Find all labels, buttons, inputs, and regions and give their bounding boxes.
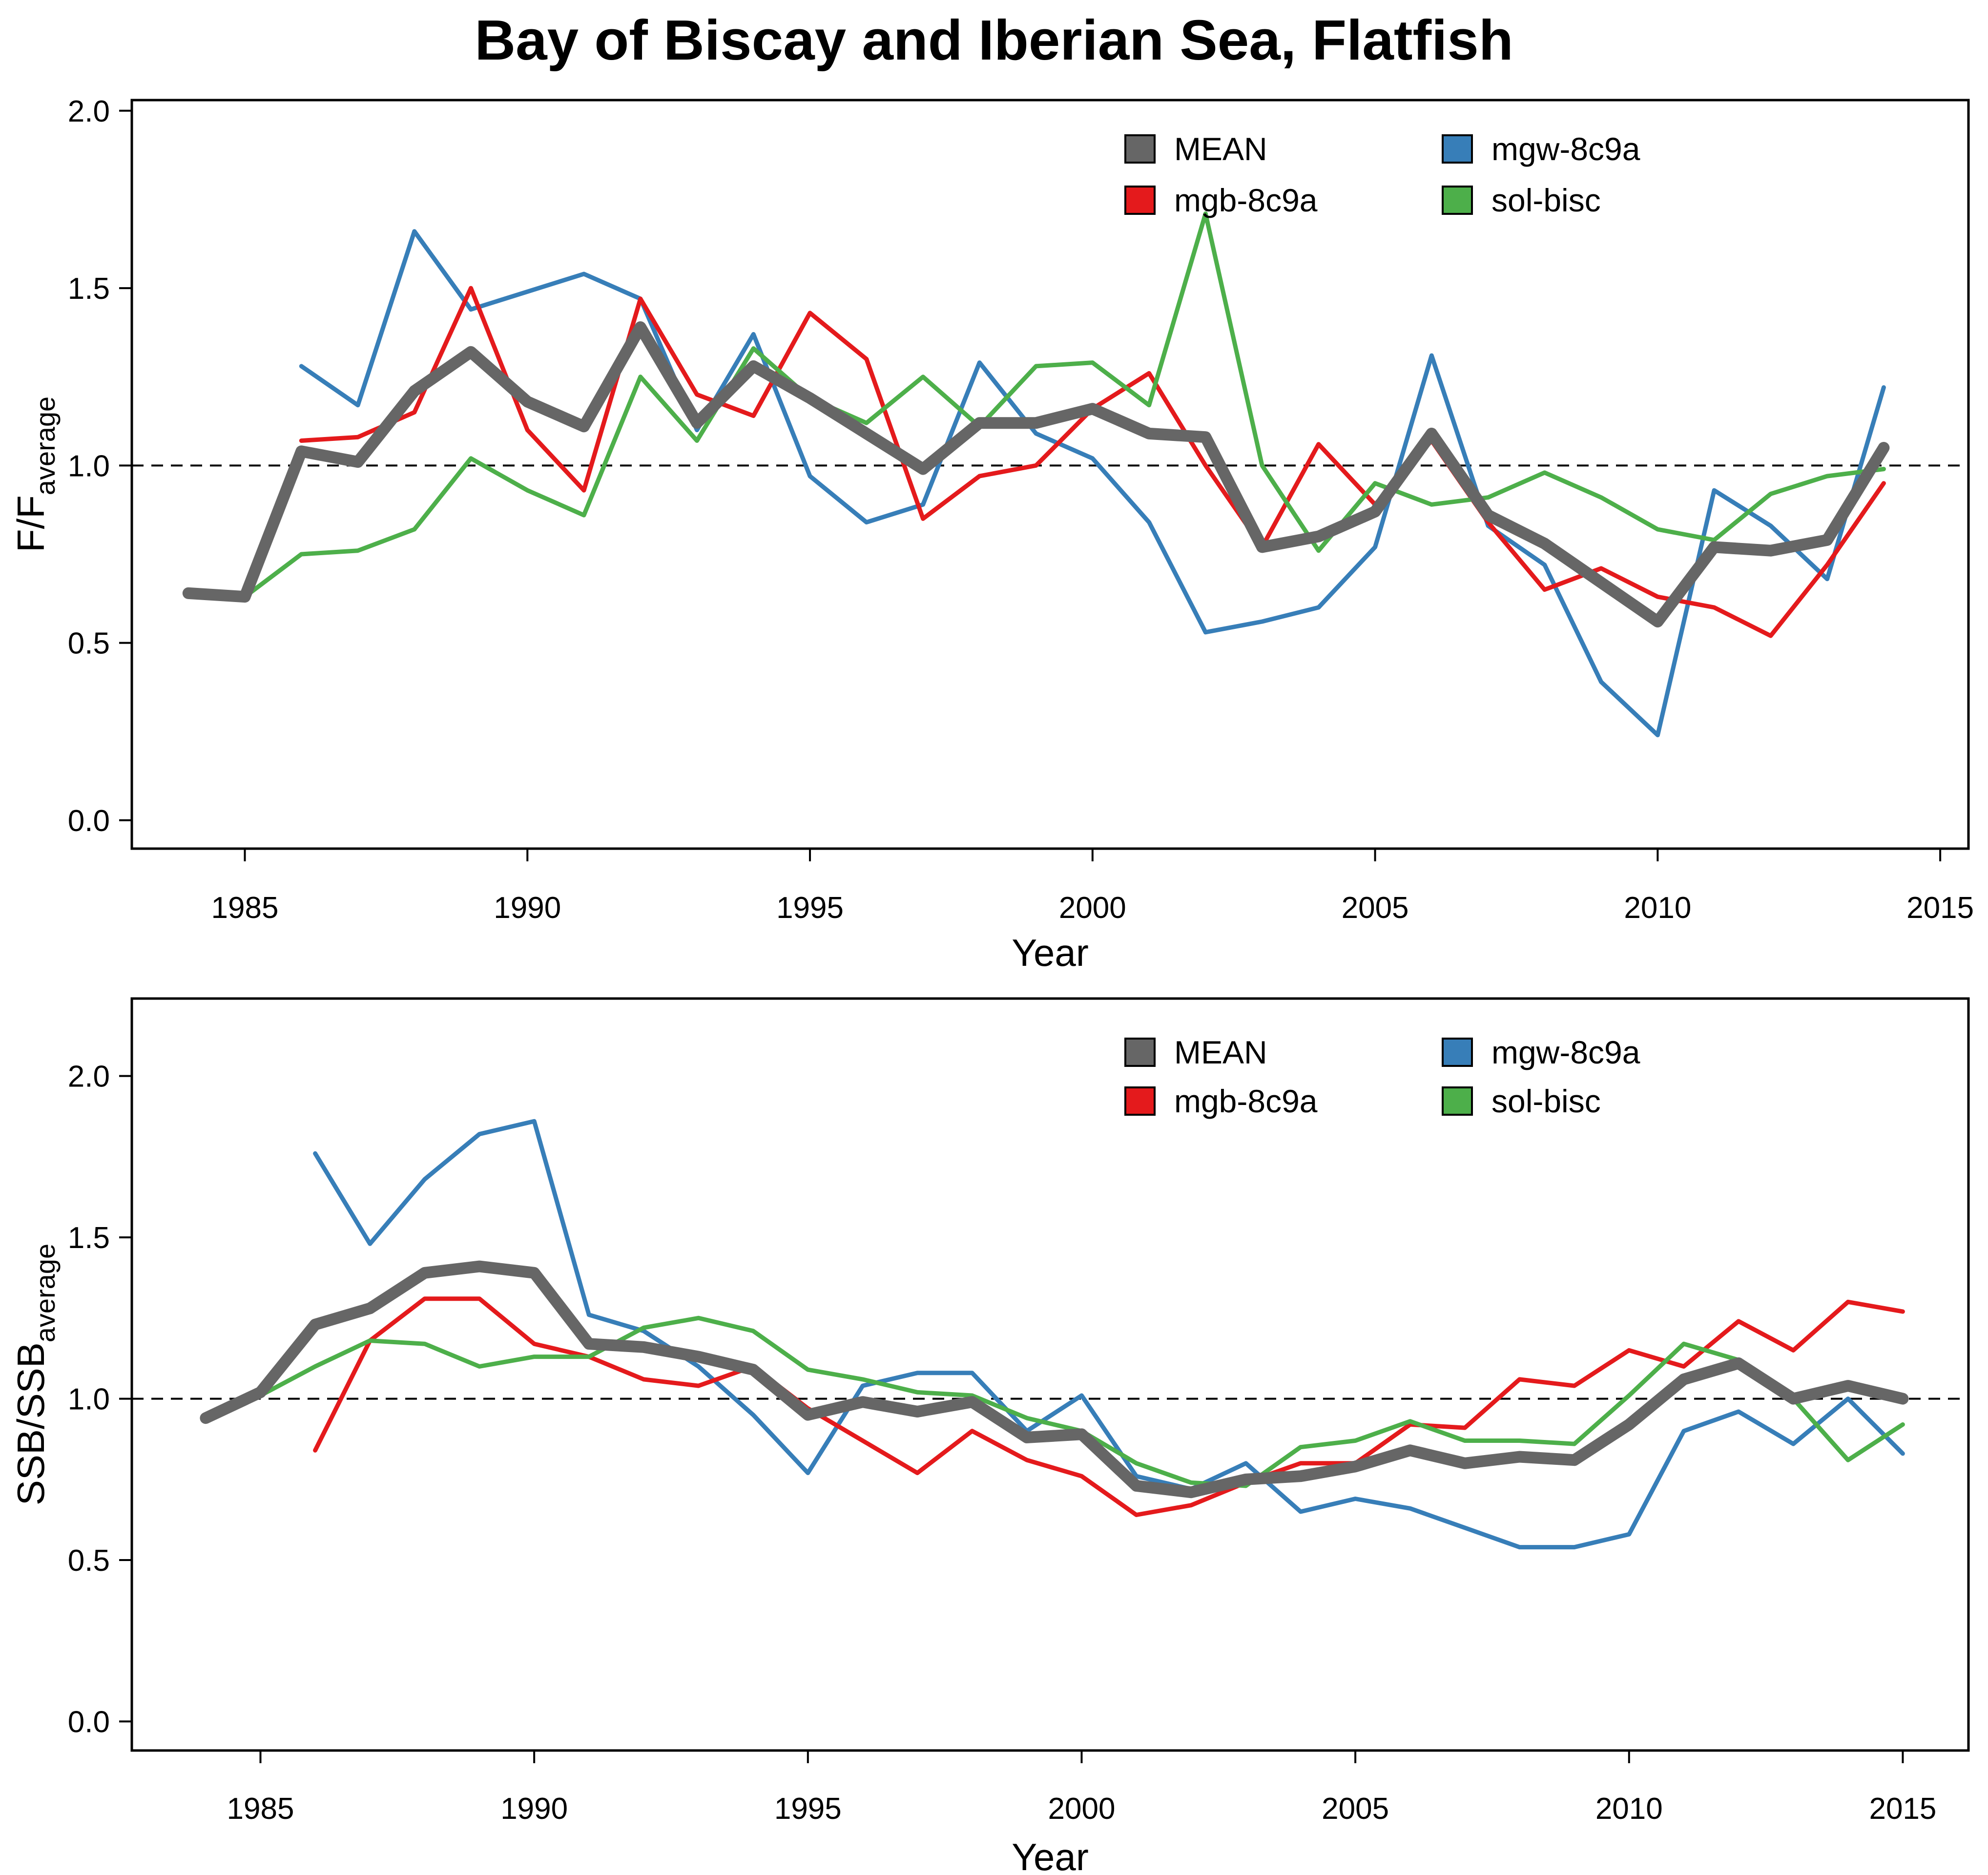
panel-top-legend-label-mean: MEAN [1174, 131, 1267, 167]
panel-top-y-tick-label: 1.5 [68, 272, 110, 306]
panel-top-y-tick-label: 1.0 [68, 449, 110, 483]
panel-bottom-y-tick-label: 0.0 [68, 1706, 110, 1739]
panel-top-x-tick-label: 1990 [494, 891, 561, 925]
panel-top-legend-swatch-mean [1124, 134, 1156, 164]
panel-bottom-series-sol-bisc [203, 1315, 1905, 1488]
panel-bottom-series-mean [200, 1260, 1909, 1499]
panel-top-series-mgw-8c9a [299, 229, 1886, 737]
panel-bottom-x-tick-label: 1985 [227, 1792, 294, 1826]
panel-bottom-y-axis-title: SSB/SSBaverage [9, 1244, 61, 1505]
panel-top-x-tick-label: 2000 [1059, 891, 1126, 925]
panel-top-x-axis-title: Year [1012, 931, 1089, 974]
panel-top-chart: 0.0 0.5 1.0 1.5 2.0 1985 1990 1995 2000 2005 2010 2… [9, 95, 1974, 974]
panel-bottom-chart: 0.0 0.5 1.0 1.5 2.0 1985 1990 1995 2000 2005 2010 2… [9, 997, 1970, 1875]
panel-top-x-tick-label: 2015 [1906, 891, 1974, 925]
panel-bottom-legend-label-mean: MEAN [1174, 1034, 1267, 1070]
panel-bottom-legend-label-mgw-8c9a: mgw-8c9a [1491, 1034, 1640, 1070]
panel-top-legend-label-mgw-8c9a: mgw-8c9a [1491, 131, 1640, 167]
panel-bottom-x-tick-label: 2005 [1322, 1792, 1389, 1826]
panel-top-y-tick-label: 2.0 [68, 95, 110, 128]
panel-top-series-mgb-8c9a [299, 286, 1886, 638]
panel-top-legend: MEAN mgb-8c9a mgw-8c9a sol-bisc [1124, 131, 1640, 218]
panel-top-x-tick-label: 1985 [211, 891, 279, 925]
panel-top-series-group [182, 211, 1890, 737]
panel-bottom-series-mgw-8c9a [313, 1119, 1905, 1550]
panel-bottom-legend-label-mgb-8c9a: mgb-8c9a [1174, 1083, 1318, 1119]
panel-bottom-legend-swatch-mgw-8c9a [1442, 1038, 1473, 1067]
panel-bottom-x-tick-label: 1995 [774, 1792, 842, 1826]
panel-top-x-tick-label: 2010 [1624, 891, 1691, 925]
panel-bottom-x-axis-title: Year [1012, 1835, 1089, 1875]
panel-bottom-y-tick-label: 0.5 [68, 1544, 110, 1578]
panel-bottom-series-mgb-8c9a [313, 1296, 1905, 1517]
panel-bottom-x-tick-label: 2010 [1595, 1792, 1663, 1826]
panel-bottom-legend-label-sol-bisc: sol-bisc [1491, 1083, 1601, 1119]
panel-top-legend-swatch-sol-bisc [1442, 186, 1473, 215]
panel-top-legend-swatch-mgb-8c9a [1124, 186, 1156, 215]
panel-bottom-y-tick-label: 1.0 [68, 1383, 110, 1417]
panel-bottom-legend-swatch-mgb-8c9a [1124, 1086, 1156, 1116]
panel-top-legend-swatch-mgw-8c9a [1442, 134, 1473, 164]
panel-bottom-x-tick-label: 2015 [1869, 1792, 1936, 1826]
panel-top-y-axis-title: F/Faverage [9, 396, 61, 552]
panel-top-legend-label-sol-bisc: sol-bisc [1491, 182, 1601, 218]
figure-title: Bay of Biscay and Iberian Sea, Flatfish [475, 8, 1513, 72]
panel-bottom-series-group [200, 1119, 1909, 1550]
panel-top-plot-frame [130, 99, 1970, 850]
panel-top-series-mean [182, 321, 1890, 627]
panel-top-legend-label-mgb-8c9a: mgb-8c9a [1174, 182, 1318, 218]
panel-top-x-tick-label: 1995 [776, 891, 844, 925]
panel-bottom-legend-swatch-sol-bisc [1442, 1086, 1473, 1116]
panel-bottom-y-tick-label: 1.5 [68, 1221, 110, 1255]
panel-bottom-legend-swatch-mean [1124, 1038, 1156, 1067]
panel-bottom-y-tick-label: 2.0 [68, 1060, 110, 1094]
panel-top-y-tick-label: 0.5 [68, 627, 110, 661]
panel-top-series-sol-bisc [186, 211, 1886, 599]
panel-bottom-y-axis-title-sub: average [30, 1244, 61, 1342]
panel-top-x-tick-label: 2005 [1342, 891, 1409, 925]
panel-top-y-axis-title-sub: average [30, 396, 61, 495]
panel-bottom-y-axis-title-main: SSB/SSB [9, 1342, 52, 1505]
panel-bottom-x-tick-label: 2000 [1048, 1792, 1116, 1826]
panel-top-y-tick-label: 0.0 [68, 804, 110, 838]
panel-bottom-plot-frame [130, 997, 1970, 1752]
panel-bottom-x-tick-label: 1990 [500, 1792, 568, 1826]
panel-bottom-legend: MEAN mgb-8c9a mgw-8c9a sol-bisc [1124, 1034, 1640, 1119]
panel-top-y-axis-title-main: F/F [9, 495, 52, 552]
